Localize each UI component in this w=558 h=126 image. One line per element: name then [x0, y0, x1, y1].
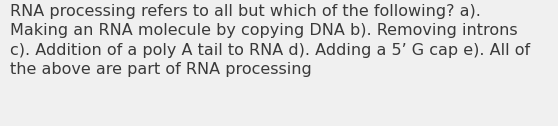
Text: RNA processing refers to all but which of the following? a).
Making an RNA molec: RNA processing refers to all but which o…	[10, 4, 530, 77]
